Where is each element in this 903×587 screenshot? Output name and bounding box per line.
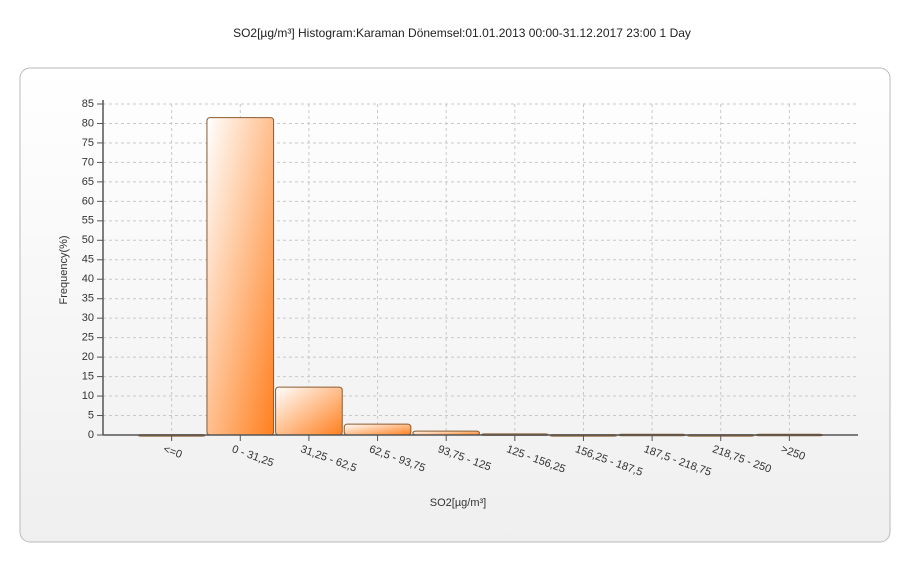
bar xyxy=(275,386,343,436)
bar xyxy=(343,423,412,436)
y-tick-label: 85 xyxy=(82,98,94,110)
bar xyxy=(206,117,275,436)
y-tick-label: 50 xyxy=(82,234,94,246)
y-tick-label: 40 xyxy=(82,273,94,285)
y-tick-label: 75 xyxy=(82,137,94,149)
y-tick-label: 45 xyxy=(82,254,94,266)
y-tick-label: 70 xyxy=(82,156,94,168)
y-axis-label: Frequency(%) xyxy=(58,235,70,304)
y-tick-label: 5 xyxy=(88,409,94,421)
y-tick-label: 35 xyxy=(82,293,94,305)
y-tick-label: 20 xyxy=(82,351,94,363)
y-tick-label: 30 xyxy=(82,312,94,324)
y-tick-label: 55 xyxy=(82,215,94,227)
y-tick-label: 0 xyxy=(88,429,94,441)
y-tick-label: 25 xyxy=(82,332,94,344)
y-tick-label: 15 xyxy=(82,370,94,382)
x-axis-label: SO2[µg/m³] xyxy=(430,497,486,509)
y-tick-label: 65 xyxy=(82,176,94,188)
y-tick-label: 80 xyxy=(82,117,94,129)
y-tick-label: 60 xyxy=(82,195,94,207)
y-tick-label: 10 xyxy=(82,390,94,402)
chart-title: SO2[µg/m³] Histogram:Karaman Dönemsel:01… xyxy=(233,26,691,40)
